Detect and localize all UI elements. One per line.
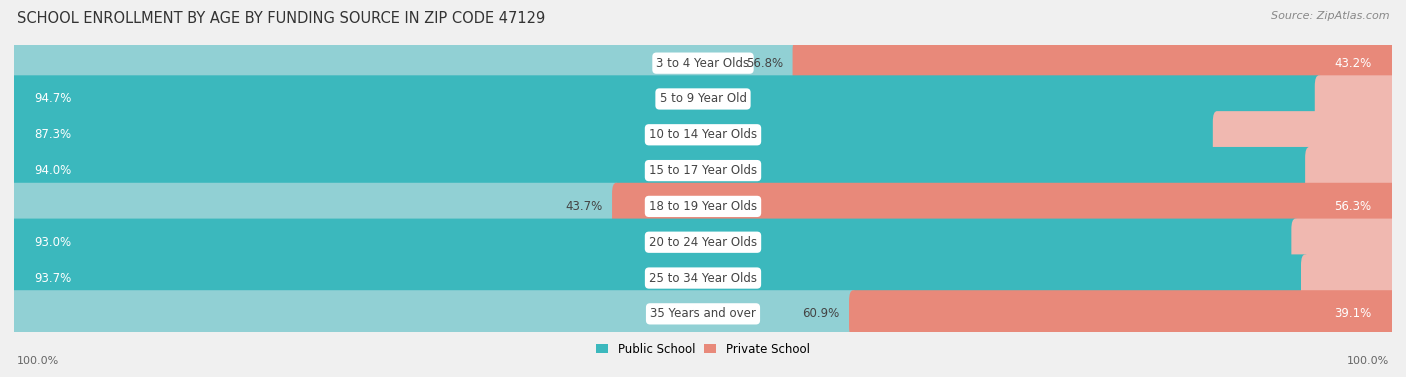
FancyBboxPatch shape (1301, 254, 1396, 302)
Text: 93.7%: 93.7% (35, 271, 72, 285)
Text: SCHOOL ENROLLMENT BY AGE BY FUNDING SOURCE IN ZIP CODE 47129: SCHOOL ENROLLMENT BY AGE BY FUNDING SOUR… (17, 11, 546, 26)
FancyBboxPatch shape (10, 75, 1396, 123)
Text: 35 Years and over: 35 Years and over (650, 307, 756, 320)
FancyBboxPatch shape (10, 219, 1396, 266)
FancyBboxPatch shape (1291, 219, 1396, 266)
FancyBboxPatch shape (10, 219, 1299, 266)
FancyBboxPatch shape (10, 254, 1396, 302)
FancyBboxPatch shape (10, 254, 1309, 302)
Text: 94.7%: 94.7% (35, 92, 72, 106)
FancyBboxPatch shape (1305, 147, 1396, 194)
FancyBboxPatch shape (10, 75, 1323, 123)
Text: 43.7%: 43.7% (565, 200, 602, 213)
FancyBboxPatch shape (612, 183, 1396, 230)
FancyBboxPatch shape (10, 111, 1220, 158)
FancyBboxPatch shape (10, 290, 1396, 337)
FancyBboxPatch shape (10, 40, 1396, 87)
Text: 10 to 14 Year Olds: 10 to 14 Year Olds (650, 128, 756, 141)
FancyBboxPatch shape (1213, 111, 1396, 158)
Text: 93.0%: 93.0% (35, 236, 72, 249)
FancyBboxPatch shape (10, 290, 858, 337)
Text: 5 to 9 Year Old: 5 to 9 Year Old (659, 92, 747, 106)
Text: 18 to 19 Year Olds: 18 to 19 Year Olds (650, 200, 756, 213)
FancyBboxPatch shape (10, 40, 801, 87)
Text: 87.3%: 87.3% (35, 128, 72, 141)
Text: 20 to 24 Year Olds: 20 to 24 Year Olds (650, 236, 756, 249)
Text: 25 to 34 Year Olds: 25 to 34 Year Olds (650, 271, 756, 285)
Text: 100.0%: 100.0% (1347, 356, 1389, 366)
Text: 56.3%: 56.3% (1334, 200, 1371, 213)
Text: 56.8%: 56.8% (745, 57, 783, 70)
FancyBboxPatch shape (10, 147, 1396, 194)
Legend: Public School, Private School: Public School, Private School (592, 338, 814, 360)
FancyBboxPatch shape (793, 40, 1396, 87)
Text: 60.9%: 60.9% (803, 307, 839, 320)
Text: 39.1%: 39.1% (1334, 307, 1371, 320)
Text: 100.0%: 100.0% (17, 356, 59, 366)
Text: 15 to 17 Year Olds: 15 to 17 Year Olds (650, 164, 756, 177)
Text: 94.0%: 94.0% (35, 164, 72, 177)
FancyBboxPatch shape (10, 183, 1396, 230)
FancyBboxPatch shape (10, 183, 620, 230)
Text: 3 to 4 Year Olds: 3 to 4 Year Olds (657, 57, 749, 70)
FancyBboxPatch shape (10, 147, 1313, 194)
FancyBboxPatch shape (10, 111, 1396, 158)
FancyBboxPatch shape (849, 290, 1396, 337)
Text: 43.2%: 43.2% (1334, 57, 1371, 70)
FancyBboxPatch shape (1315, 75, 1396, 123)
Text: Source: ZipAtlas.com: Source: ZipAtlas.com (1271, 11, 1389, 21)
